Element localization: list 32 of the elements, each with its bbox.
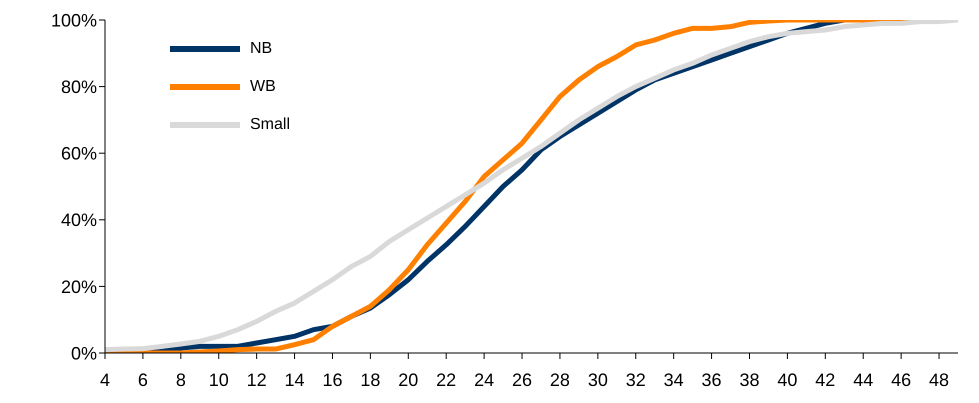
x-tick-label: 22 [436,370,456,390]
y-tick-label: 100% [50,10,97,30]
legend-label: NB [250,39,272,59]
x-tick-label: 14 [284,370,305,390]
x-tick-label: 42 [815,370,836,390]
x-tick-label: 48 [929,370,950,390]
x-tick-label: 36 [702,370,722,390]
x-tick-label: 18 [360,370,380,390]
x-tick-label: 4 [100,370,110,390]
x-tick-label: 16 [322,370,342,390]
x-tick-label: 26 [512,370,532,390]
y-tick-label: 40% [60,210,97,230]
x-tick-label: 10 [208,370,229,390]
x-tick-label: 30 [588,370,608,390]
x-tick-label: 38 [739,370,760,390]
x-tick-label: 32 [626,370,646,390]
x-tick-label: 40 [777,370,798,390]
x-tick-label: 28 [550,370,570,390]
x-tick-label: 44 [853,370,874,390]
y-tick-label: 20% [60,276,97,297]
x-tick-label: 8 [176,370,186,390]
x-tick-label: 34 [664,370,684,390]
x-tick-label: 6 [138,370,148,390]
x-tick-label: 12 [246,370,267,390]
legend-label: WB [250,77,276,97]
y-tick-label: 0% [70,343,97,364]
x-tick-label: 24 [474,370,494,390]
y-tick-label: 80% [60,76,97,97]
legend-label: Small [250,115,290,135]
y-tick-label: 60% [60,144,97,164]
x-tick-label: 46 [891,370,912,390]
x-tick-label: 20 [398,370,418,390]
